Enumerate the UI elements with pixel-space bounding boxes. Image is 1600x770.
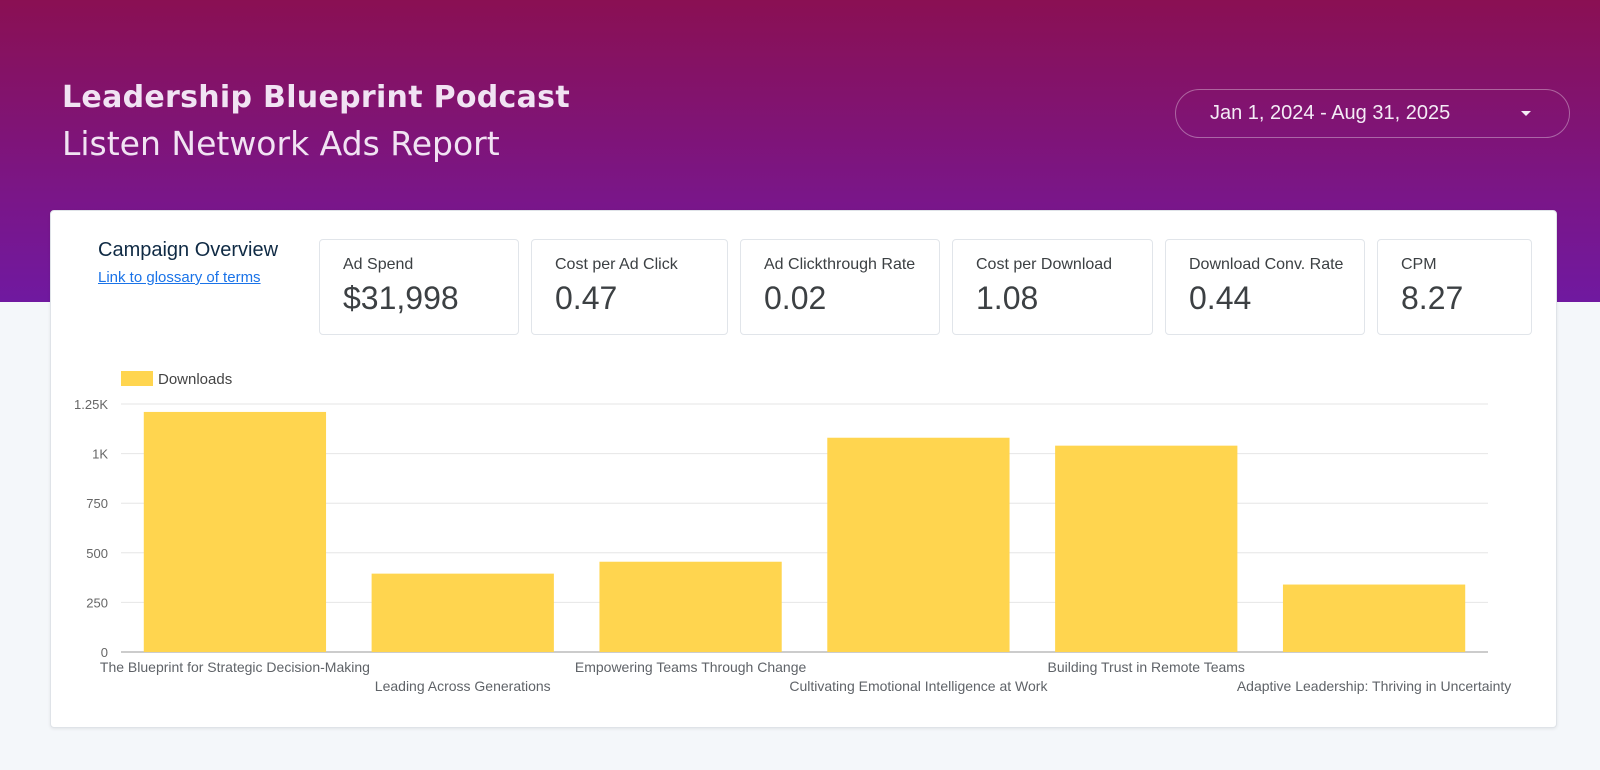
- x-category-label: Leading Across Generations: [375, 678, 551, 694]
- campaign-overview-card: Campaign Overview Link to glossary of te…: [50, 210, 1557, 728]
- y-tick-label: 1K: [92, 447, 108, 462]
- kpi-ad-spend: Ad Spend $31,998: [319, 239, 519, 335]
- bar: [827, 437, 1010, 652]
- kpi-cpm: CPM 8.27: [1377, 239, 1532, 335]
- glossary-link[interactable]: Link to glossary of terms: [98, 269, 261, 286]
- x-category-label: The Blueprint for Strategic Decision-Mak…: [100, 659, 370, 675]
- podcast-title: Leadership Blueprint Podcast: [62, 80, 570, 115]
- bar: [1055, 445, 1238, 652]
- kpi-label: Cost per Download: [976, 256, 1113, 273]
- kpi-value: 1.08: [976, 280, 1039, 316]
- kpi-value: 0.44: [1189, 280, 1252, 316]
- campaign-overview-title: Campaign Overview: [98, 239, 279, 261]
- kpi-label: Download Conv. Rate: [1189, 256, 1344, 273]
- kpi-value: 8.27: [1401, 280, 1464, 316]
- date-range-value: Jan 1, 2024 - Aug 31, 2025: [1210, 102, 1451, 124]
- date-range-picker[interactable]: Jan 1, 2024 - Aug 31, 2025: [1175, 89, 1570, 138]
- report-subtitle: Listen Network Ads Report: [62, 124, 500, 163]
- chevron-down-icon: [1521, 111, 1531, 116]
- kpi-download-conv-rate: Download Conv. Rate 0.44: [1165, 239, 1365, 335]
- kpi-label: CPM: [1401, 256, 1437, 273]
- x-category-label: Cultivating Emotional Intelligence at Wo…: [789, 678, 1048, 694]
- y-tick-label: 500: [86, 546, 108, 561]
- y-tick-label: 750: [86, 496, 108, 511]
- y-tick-label: 1.25K: [74, 397, 108, 412]
- bar: [599, 561, 782, 652]
- kpi-value: $31,998: [343, 280, 459, 316]
- bar: [371, 573, 554, 652]
- x-category-label: Adaptive Leadership: Thriving in Uncerta…: [1237, 678, 1511, 694]
- kpi-label: Ad Spend: [343, 256, 414, 273]
- y-tick-label: 0: [101, 645, 108, 660]
- x-category-label: Building Trust in Remote Teams: [1048, 659, 1245, 675]
- bar: [1282, 584, 1466, 652]
- x-category-label: Empowering Teams Through Change: [575, 659, 807, 675]
- kpi-value: 0.47: [555, 280, 618, 316]
- legend-label: Downloads: [158, 371, 232, 388]
- legend-swatch: [121, 371, 153, 386]
- kpi-ad-clickthrough-rate: Ad Clickthrough Rate 0.02: [740, 239, 940, 335]
- kpi-label: Ad Clickthrough Rate: [764, 256, 916, 273]
- kpi-label: Cost per Ad Click: [555, 256, 678, 273]
- kpi-value: 0.02: [764, 280, 827, 316]
- bar: [143, 411, 327, 652]
- kpi-cost-per-ad-click: Cost per Ad Click 0.47: [531, 239, 728, 335]
- y-tick-label: 250: [86, 595, 108, 610]
- downloads-bar-chart: Downloads 0 250 500 750 1K 1.25K The Blueprint …: [74, 371, 1511, 694]
- kpi-cost-per-download: Cost per Download 1.08: [952, 239, 1153, 335]
